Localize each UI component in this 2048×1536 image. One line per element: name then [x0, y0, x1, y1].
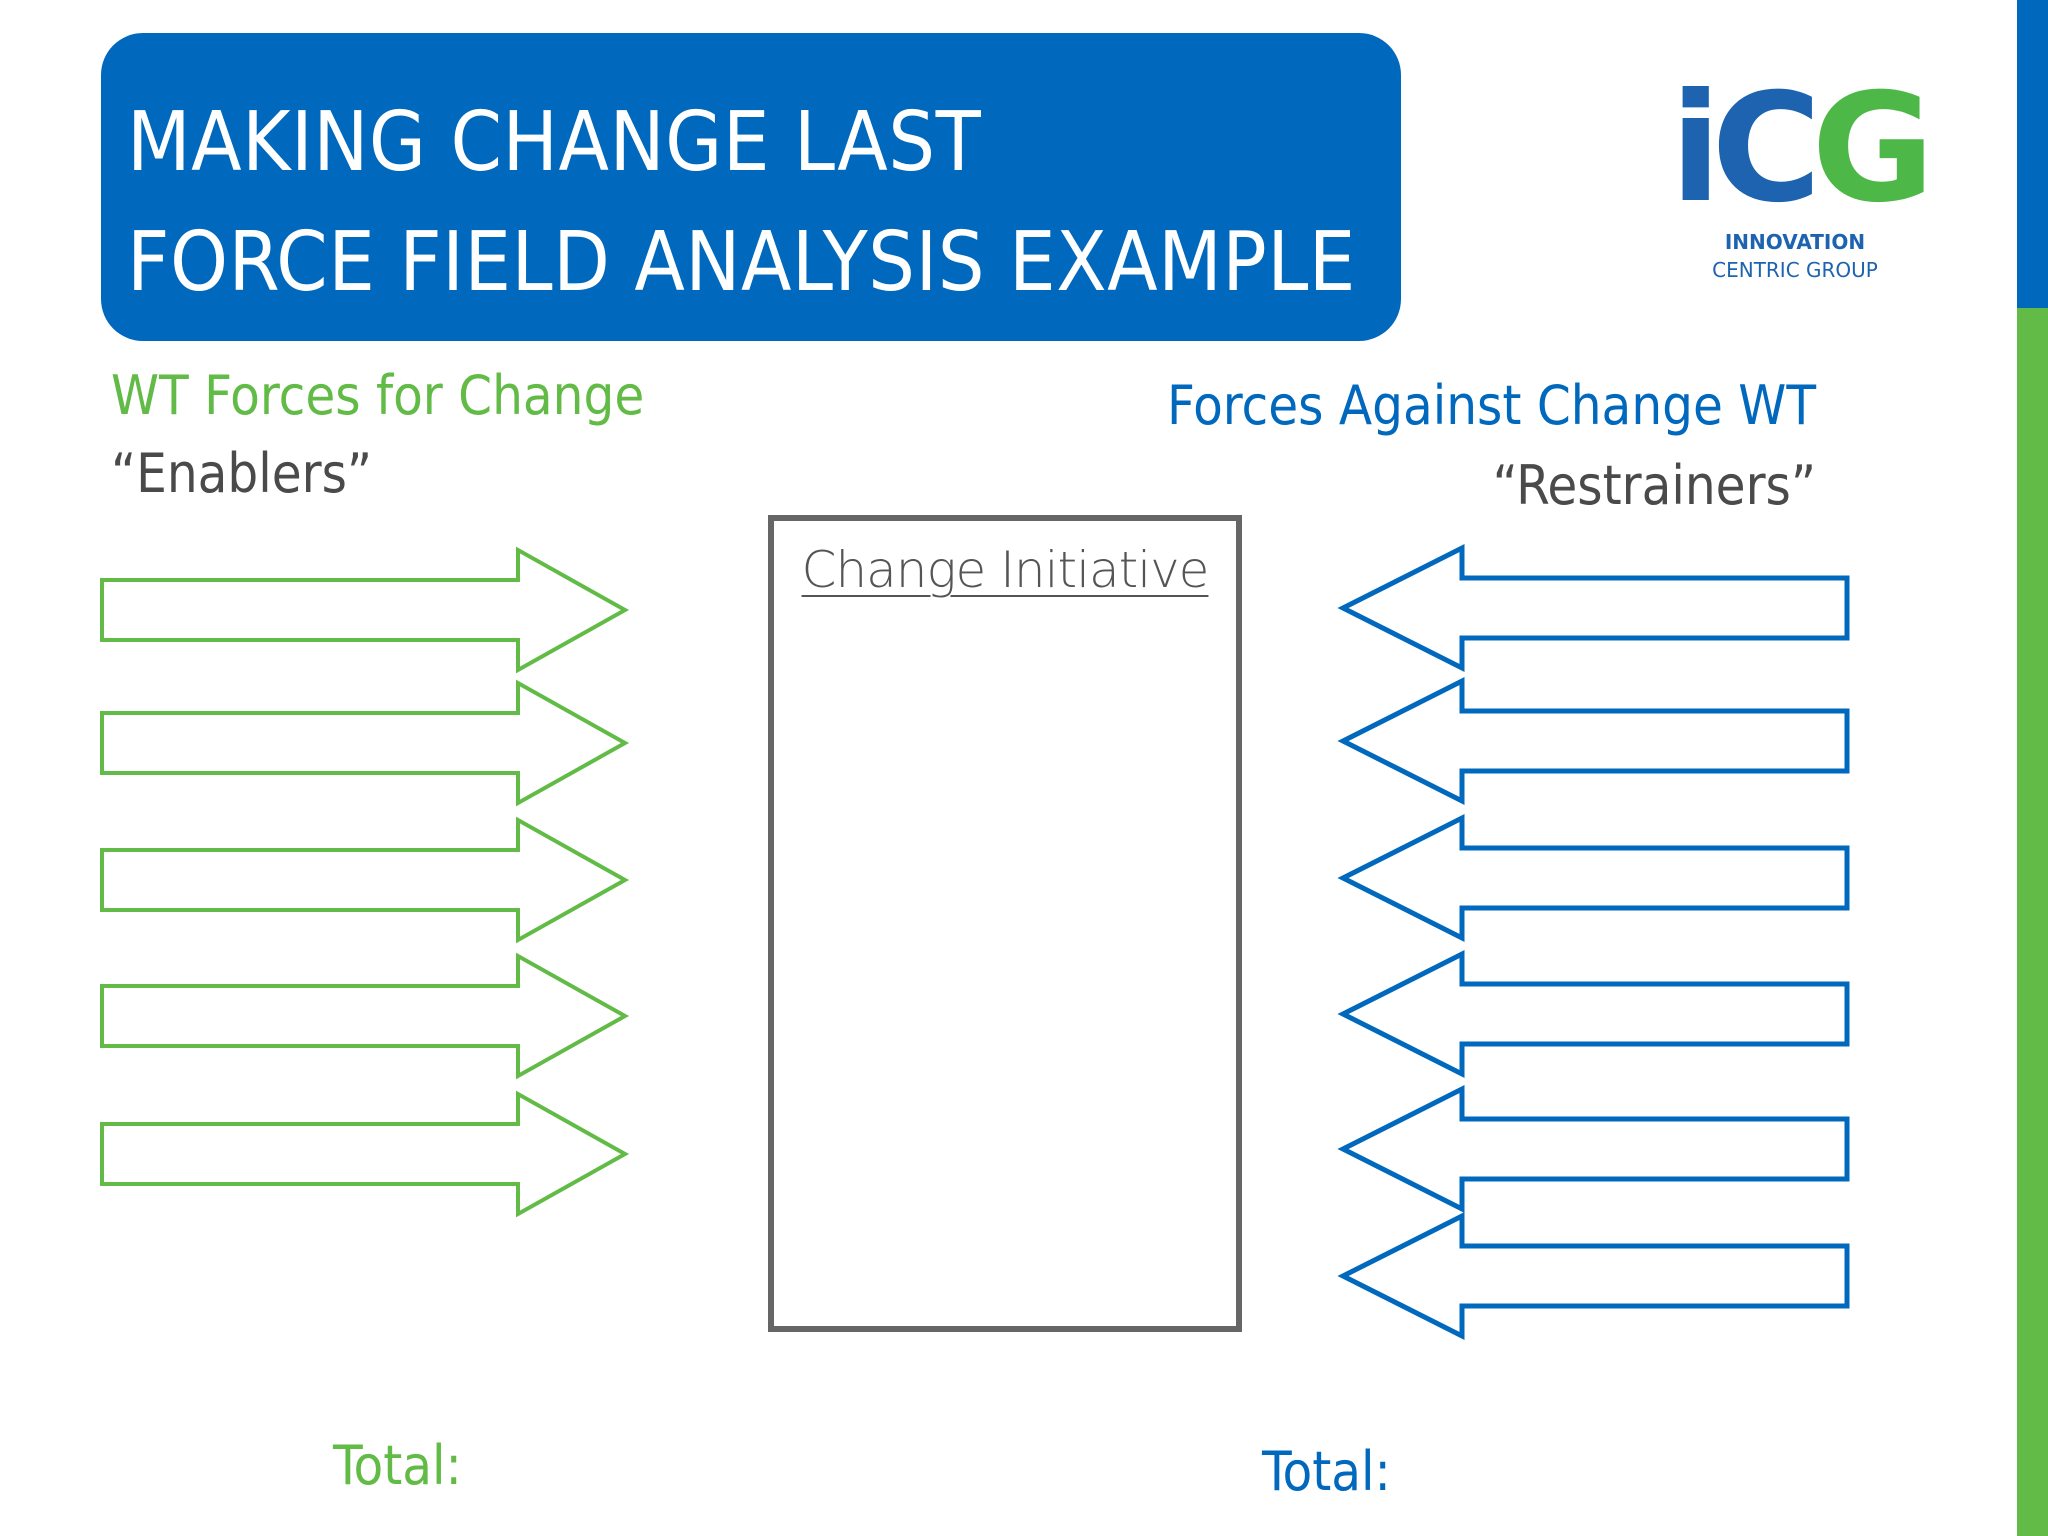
restrainers-total-label: Total:	[1262, 1440, 1391, 1503]
logo-letters-ic: iC	[1670, 62, 1821, 236]
logo-line-2: CENTRIC GROUP	[1712, 258, 1878, 282]
restrainers-subtitle: “Restrainers”	[1492, 454, 1816, 517]
side-stripe-blue	[2017, 0, 2048, 308]
change-initiative-box: Change Initiative	[768, 515, 1242, 1332]
restrainer-arrow-4	[1337, 949, 1850, 1079]
enablers-total-label: Total:	[333, 1434, 462, 1497]
title-line-2: FORCE FIELD ANALYSIS EXAMPLE	[127, 215, 1356, 310]
restrainer-arrow-3	[1337, 813, 1850, 943]
enablers-subtitle: “Enablers”	[111, 442, 373, 505]
enablers-title: WT Forces for Change	[111, 364, 645, 427]
title-banner: MAKING CHANGE LAST FORCE FIELD ANALYSIS …	[101, 33, 1401, 341]
enabler-arrow-1	[100, 546, 630, 674]
change-initiative-label: Change Initiative	[801, 541, 1210, 599]
enabler-arrow-3	[100, 816, 630, 944]
logo-wordmark: iCG	[1670, 74, 1935, 224]
restrainer-arrow-5	[1337, 1084, 1850, 1214]
logo-letter-g: G	[1811, 62, 1935, 236]
icg-logo: iCG INNOVATION CENTRIC GROUP	[1660, 74, 1935, 294]
restrainers-title: Forces Against Change WT	[1167, 374, 1816, 437]
restrainer-arrow-1	[1337, 543, 1850, 673]
restrainer-arrow-2	[1337, 676, 1850, 806]
side-stripe-green	[2017, 308, 2048, 1536]
title-line-1: MAKING CHANGE LAST	[127, 95, 982, 190]
enabler-arrow-5	[100, 1090, 630, 1218]
logo-line-1: INNOVATION	[1724, 230, 1866, 254]
enabler-arrow-2	[100, 679, 630, 807]
restrainer-arrow-6	[1337, 1211, 1850, 1341]
enabler-arrow-4	[100, 952, 630, 1080]
